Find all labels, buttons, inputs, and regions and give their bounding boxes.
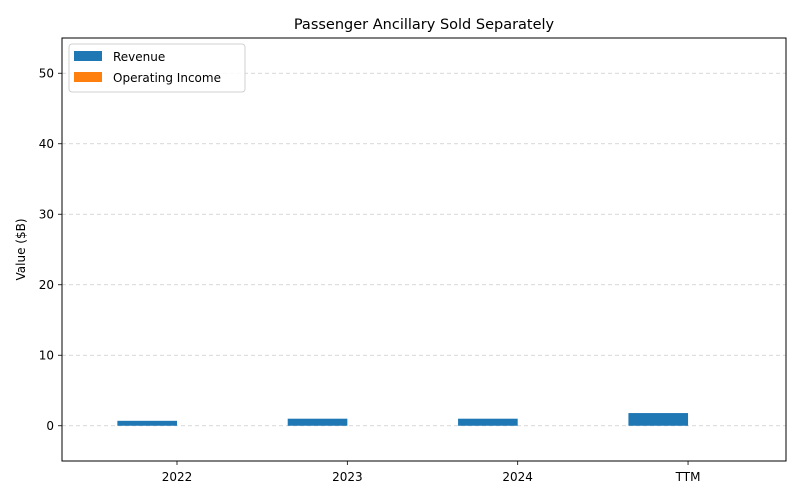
legend-swatch [74, 51, 102, 61]
x-axis-ticks: 2022 2023 2024 TTM [162, 461, 701, 484]
bars [117, 413, 689, 426]
y-tick-label: 40 [39, 137, 54, 151]
legend-box [68, 43, 246, 93]
grid-lines [62, 72, 786, 427]
y-tick-label: 10 [39, 348, 54, 362]
bar-revenue [458, 418, 518, 426]
y-tick-label: 50 [39, 66, 54, 80]
bar-revenue [287, 418, 348, 426]
x-tick-label: 2023 [332, 470, 363, 484]
bar-revenue [117, 420, 177, 426]
y-tick-label: 20 [39, 278, 54, 292]
y-axis-label: Value ($B) [14, 219, 28, 281]
legend-swatch [74, 72, 102, 82]
bar-revenue [628, 413, 689, 426]
x-tick-label: TTM [675, 470, 701, 484]
y-tick-label: 0 [46, 419, 54, 433]
y-axis-ticks: 0 10 20 30 40 50 [39, 66, 62, 433]
legend-label: Revenue [113, 50, 165, 64]
legend-label: Operating Income [113, 71, 221, 85]
y-tick-label: 30 [39, 207, 54, 221]
plot-frame [61, 37, 787, 462]
chart-title: Passenger Ancillary Sold Separately [294, 17, 555, 33]
x-tick-label: 2024 [502, 470, 533, 484]
legend: Revenue Operating Income [68, 43, 246, 93]
x-tick-label: 2022 [162, 470, 193, 484]
